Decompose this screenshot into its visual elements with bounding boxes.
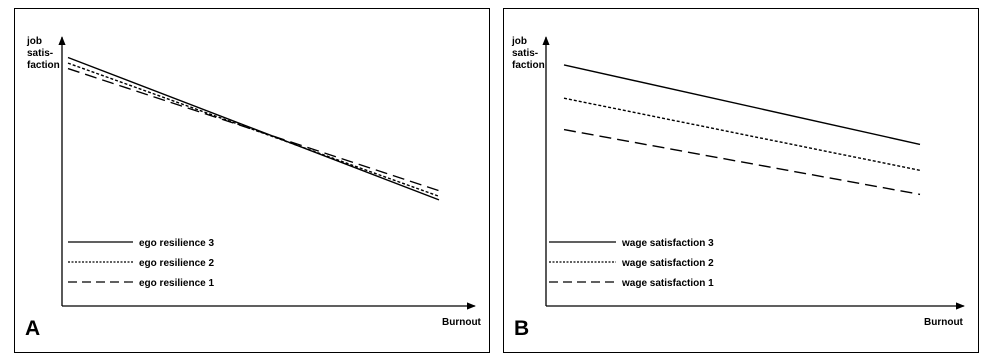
panel-b: wage satisfaction 3 wage satisfaction 2 wa… [503, 8, 979, 353]
chart-a-y-axis-label-line-2: satis- [27, 48, 53, 59]
chart-a-series-line-2 [67, 62, 440, 197]
panel-a: ego resilience 3 ego resilience 2 ego resi… [14, 8, 490, 353]
chart-a-y-axis-label-line-3: faction [27, 60, 60, 71]
chart-b-y-axis-label-line-2: satis- [512, 48, 538, 59]
chart-b-panel-letter: B [514, 317, 529, 340]
chart-b-series-line-2 [563, 97, 921, 171]
chart-b-y-axis-label-line-3: faction [512, 60, 545, 71]
chart-a-legend-label-2: ego resilience 2 [139, 258, 214, 269]
chart-b-series-line-1 [563, 64, 921, 146]
chart-a-y-axis-label-line-1: job [26, 36, 42, 47]
chart-b-y-axis-label-line-1: job [511, 36, 527, 47]
chart-b-legend-label-1: wage satisfaction 3 [621, 238, 714, 249]
chart-a-legend-label-3: ego resilience 1 [139, 278, 214, 289]
chart-a-panel-letter: A [25, 317, 40, 340]
chart-a-series-line-3 [67, 67, 440, 192]
chart-a-svg: ego resilience 3 ego resilience 2 ego resi… [25, 36, 482, 340]
chart-a-legend-label-1: ego resilience 3 [139, 238, 214, 249]
chart-b-x-axis-label: Burnout [924, 317, 964, 328]
chart-b-svg: wage satisfaction 3 wage satisfaction 2 wa… [511, 36, 965, 340]
chart-b-legend-label-2: wage satisfaction 2 [621, 258, 714, 269]
chart-a-x-axis-label: Burnout [442, 317, 482, 328]
chart-a-series-line-1 [67, 56, 440, 201]
chart-b-legend-label-3: wage satisfaction 1 [621, 278, 714, 289]
chart-b-series-line-3 [563, 128, 921, 196]
